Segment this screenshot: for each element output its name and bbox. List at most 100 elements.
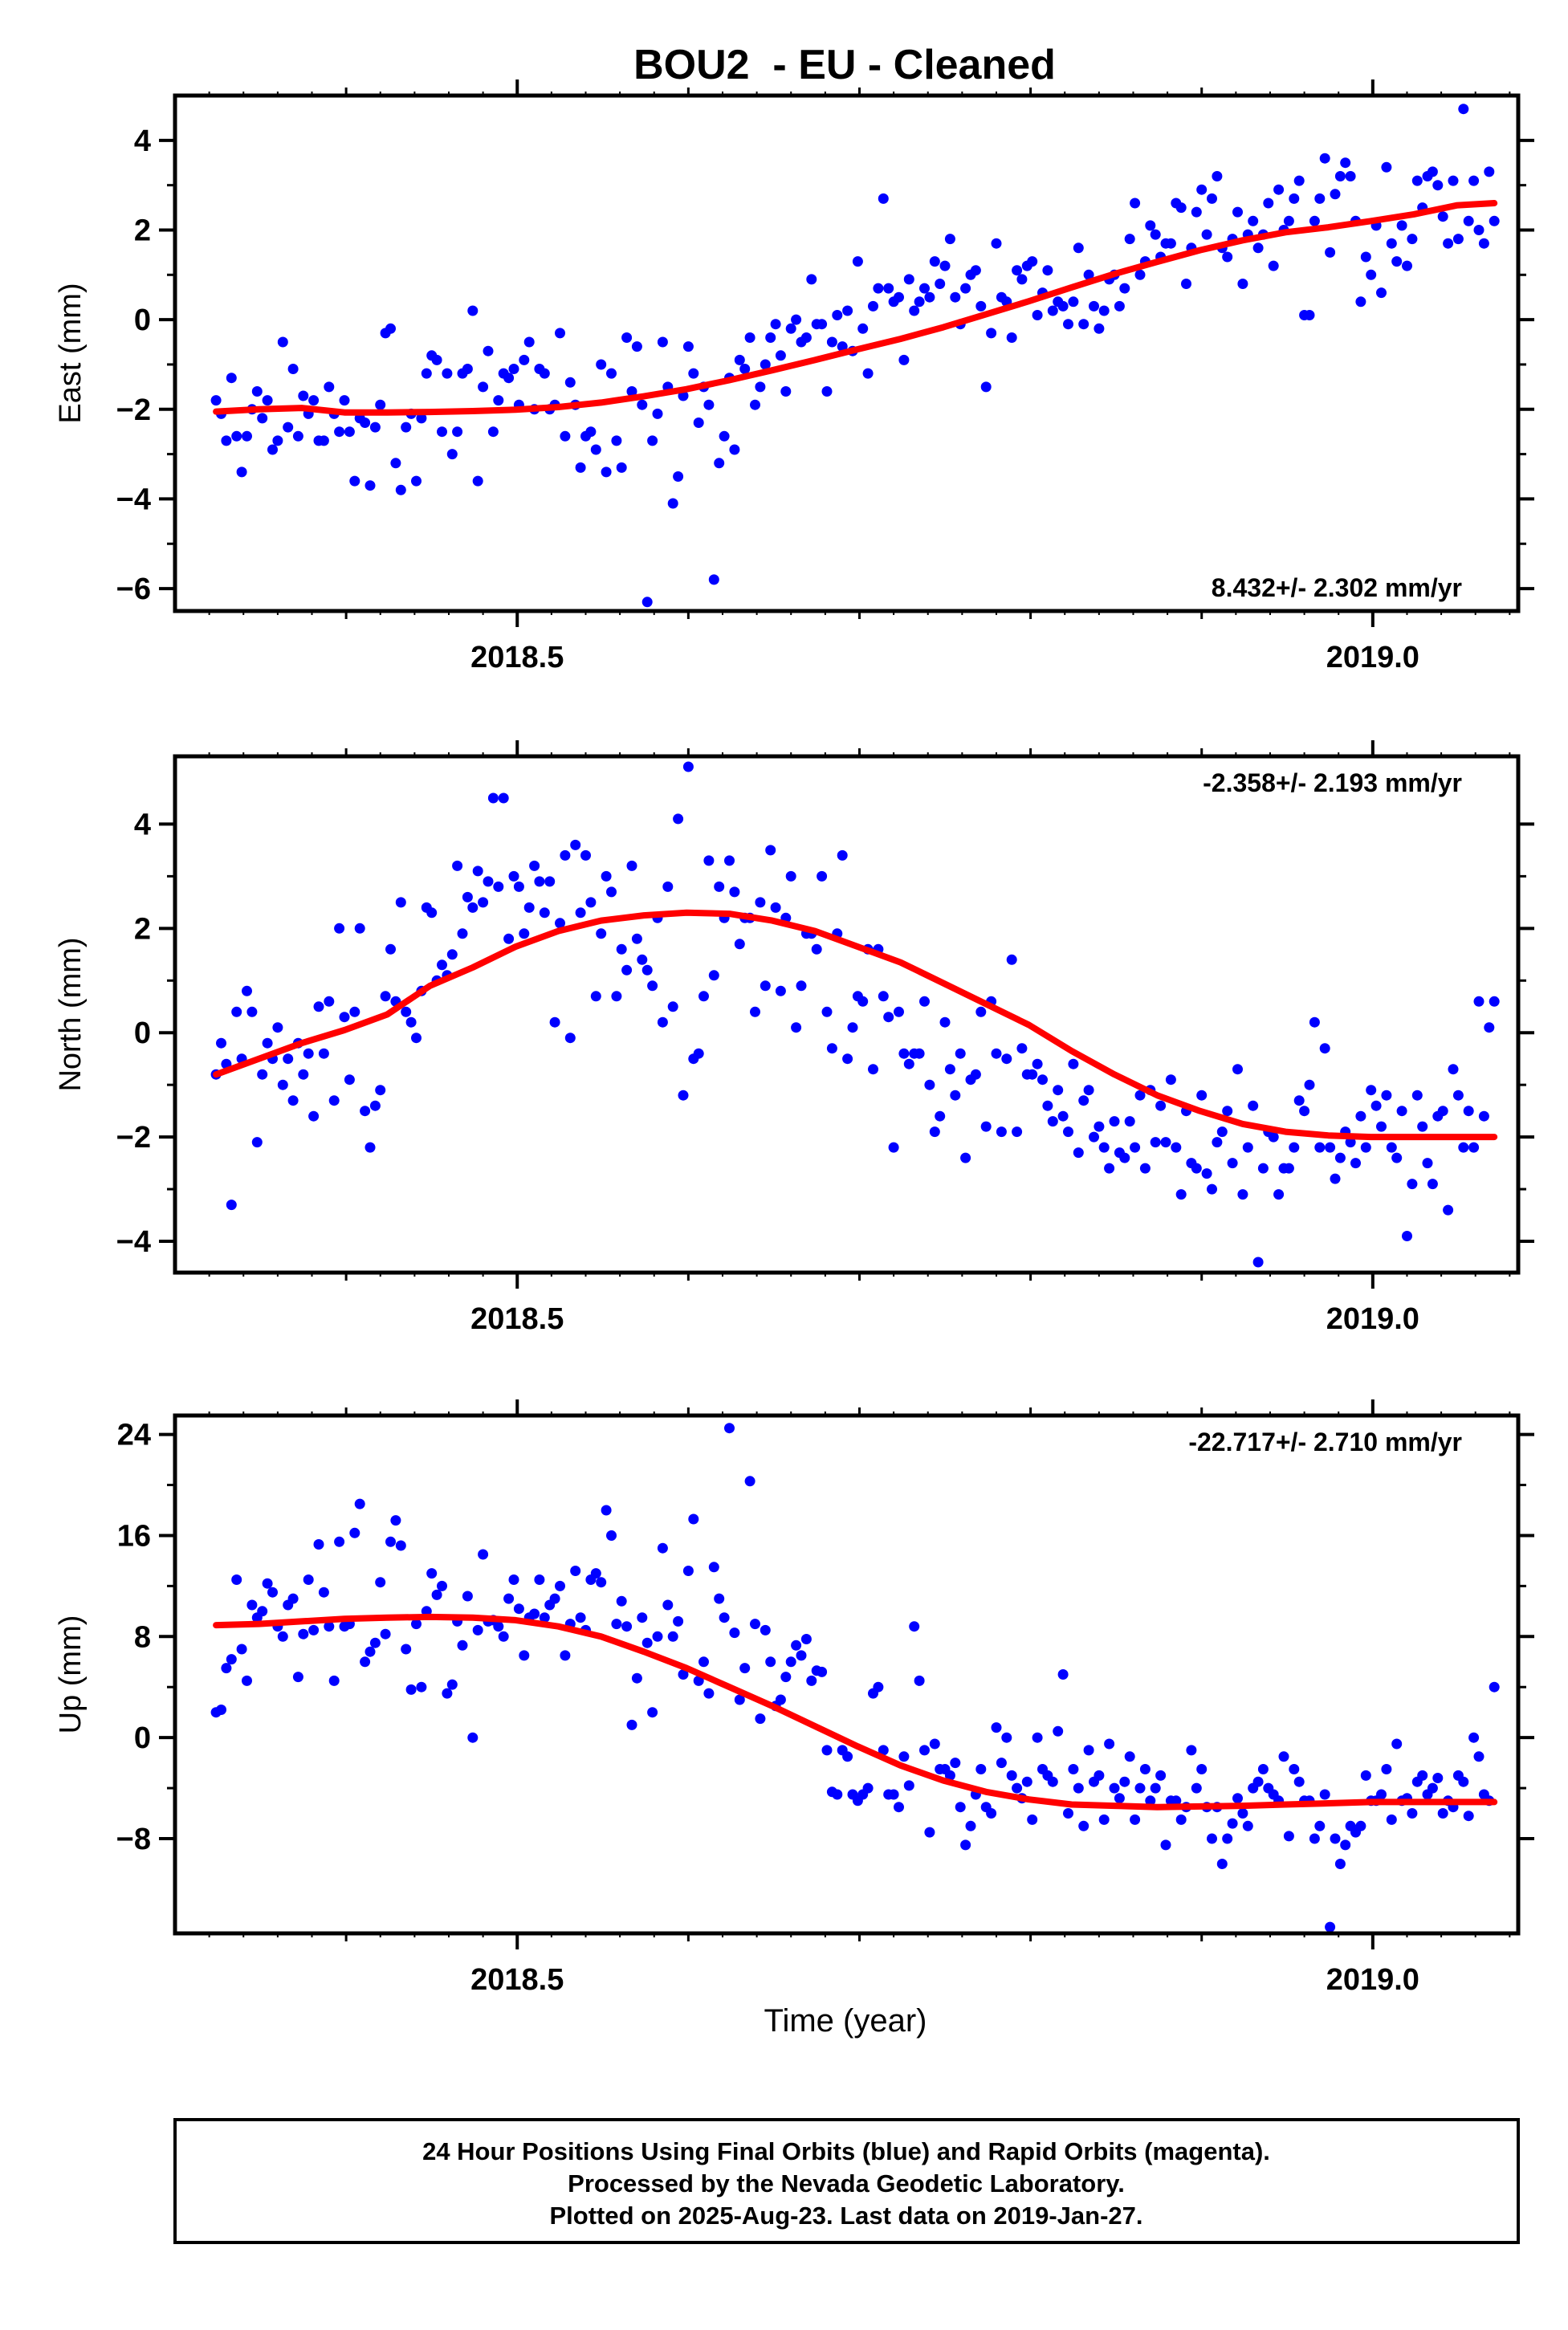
east-data-point bbox=[523, 336, 535, 348]
north-data-point bbox=[770, 902, 781, 913]
east-data-point bbox=[421, 368, 432, 379]
up-data-point bbox=[1355, 1820, 1366, 1831]
east-data-point bbox=[1452, 234, 1464, 245]
east-data-point bbox=[487, 426, 499, 438]
north-data-point bbox=[1104, 1163, 1115, 1174]
east-data-point bbox=[560, 430, 571, 442]
up-data-point bbox=[1252, 1776, 1264, 1787]
north-data-point bbox=[662, 881, 674, 892]
up-data-point bbox=[986, 1808, 997, 1819]
north-data-point bbox=[365, 1142, 376, 1153]
up-data-point bbox=[395, 1540, 406, 1551]
north-data-point bbox=[955, 1048, 966, 1059]
up-data-point bbox=[1319, 1789, 1330, 1800]
north-data-point bbox=[1325, 1142, 1336, 1153]
east-data-point bbox=[318, 435, 329, 446]
east-data-point bbox=[826, 336, 837, 348]
east-data-point bbox=[539, 368, 550, 379]
north-data-point bbox=[1381, 1090, 1392, 1101]
up-data-point bbox=[714, 1593, 725, 1604]
north-data-point bbox=[1334, 1152, 1346, 1163]
north-data-point bbox=[975, 1006, 987, 1017]
north-data-point bbox=[303, 1048, 314, 1059]
north-plot-frame bbox=[173, 754, 1521, 1275]
north-data-point bbox=[837, 849, 848, 861]
north-data-point bbox=[555, 918, 565, 929]
east-data-point bbox=[1073, 242, 1084, 254]
north-data-point bbox=[898, 1048, 910, 1059]
east-data-point bbox=[272, 435, 283, 446]
north-data-point bbox=[1489, 996, 1500, 1007]
east-data-point bbox=[416, 413, 427, 424]
north-data-point bbox=[950, 1090, 961, 1101]
up-data-point bbox=[498, 1631, 509, 1642]
north-data-point bbox=[1314, 1142, 1326, 1153]
up-data-point bbox=[549, 1593, 560, 1604]
north-data-point bbox=[755, 897, 766, 908]
up-data-point bbox=[1145, 1795, 1156, 1807]
north-data-point bbox=[1016, 1043, 1028, 1054]
up-data-point bbox=[796, 1650, 807, 1661]
north-data-point bbox=[1309, 1016, 1320, 1028]
up-y-tick-label: 24 bbox=[117, 1419, 151, 1452]
up-data-point bbox=[1360, 1770, 1371, 1781]
east-data-point bbox=[369, 422, 381, 433]
up-data-point bbox=[1340, 1839, 1351, 1851]
east-data-point bbox=[226, 373, 237, 384]
up-data-point bbox=[1489, 1681, 1500, 1693]
east-points bbox=[210, 104, 1500, 608]
up-data-point bbox=[698, 1656, 709, 1668]
east-data-point bbox=[1248, 215, 1259, 226]
north-data-point bbox=[606, 886, 617, 898]
north-data-point bbox=[1484, 1022, 1495, 1033]
north-points bbox=[210, 761, 1500, 1268]
east-data-point bbox=[1340, 157, 1351, 169]
up-data-point bbox=[791, 1640, 802, 1651]
north-data-point bbox=[811, 943, 822, 955]
up-data-point bbox=[821, 1745, 833, 1756]
east-data-point bbox=[334, 426, 345, 438]
north-data-point bbox=[1227, 1158, 1238, 1169]
north-data-point bbox=[1478, 1110, 1489, 1122]
north-data-point bbox=[1119, 1152, 1130, 1163]
up-data-point bbox=[1314, 1820, 1326, 1831]
up-data-point bbox=[708, 1562, 719, 1573]
north-data-point bbox=[991, 1048, 1002, 1059]
up-data-point bbox=[800, 1634, 812, 1644]
north-data-point bbox=[411, 1033, 422, 1044]
up-data-point bbox=[405, 1684, 417, 1695]
up-data-point bbox=[1232, 1793, 1243, 1804]
up-data-point bbox=[354, 1498, 365, 1509]
east-data-point bbox=[842, 305, 853, 316]
up-data-point bbox=[1047, 1776, 1058, 1787]
up-data-point bbox=[431, 1589, 442, 1600]
north-data-point bbox=[375, 1085, 386, 1096]
north-data-point bbox=[560, 849, 571, 861]
up-data-point bbox=[236, 1644, 247, 1655]
up-data-point bbox=[1242, 1820, 1253, 1831]
north-data-point bbox=[924, 1079, 935, 1090]
east-data-point bbox=[970, 265, 981, 276]
up-data-point bbox=[519, 1650, 530, 1661]
north-data-point bbox=[929, 1126, 940, 1138]
north-data-point bbox=[262, 1037, 273, 1049]
east-data-point bbox=[894, 291, 904, 303]
east-data-point bbox=[1063, 319, 1073, 330]
north-data-point bbox=[467, 902, 479, 913]
east-data-point bbox=[519, 354, 530, 365]
up-data-point bbox=[1325, 1921, 1336, 1933]
north-data-point bbox=[883, 1012, 894, 1023]
north-data-point bbox=[457, 928, 468, 939]
east-data-point bbox=[862, 368, 874, 379]
footer-box bbox=[173, 2118, 1520, 2244]
north-data-point bbox=[1268, 1131, 1279, 1143]
east-fit-curve bbox=[213, 200, 1498, 416]
east-data-point bbox=[903, 274, 914, 285]
north-data-point bbox=[1032, 1058, 1043, 1069]
north-y-tick-label: 4 bbox=[134, 808, 151, 841]
up-data-point bbox=[360, 1656, 371, 1668]
north-data-point bbox=[277, 1079, 288, 1090]
up-data-point bbox=[888, 1789, 899, 1800]
north-data-point bbox=[1345, 1137, 1356, 1148]
east-data-point bbox=[1175, 202, 1187, 214]
